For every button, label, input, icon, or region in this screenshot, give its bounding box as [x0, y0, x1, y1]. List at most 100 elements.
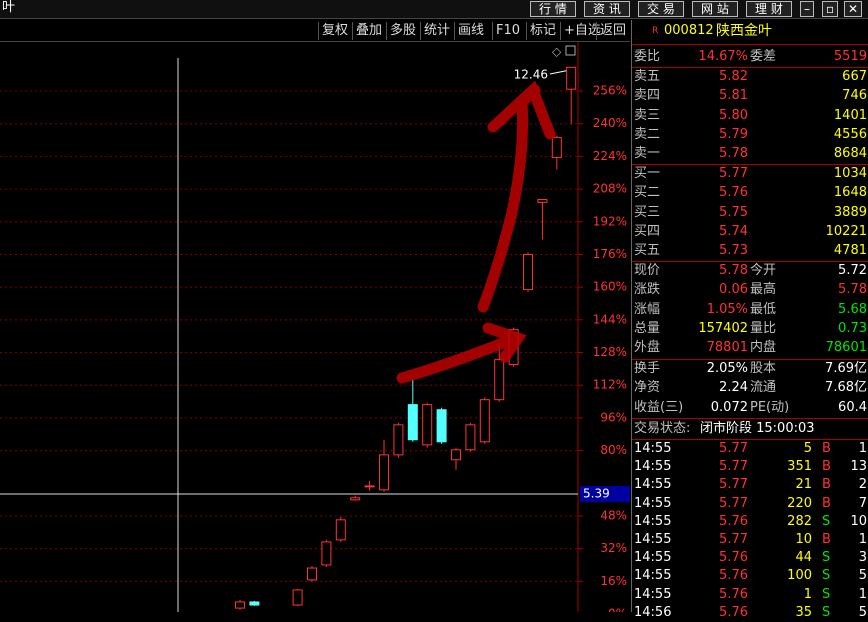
fin-value: 60.4 [838, 399, 867, 415]
minimize[interactable]: – [800, 1, 814, 17]
toolbar-button[interactable]: 统计 [420, 22, 453, 40]
toolbar-button[interactable]: 返回 [596, 22, 629, 40]
toolbar-button[interactable]: 标记 [526, 22, 559, 40]
tick-side: B [822, 495, 831, 511]
y-tick-label: 160% [593, 280, 627, 294]
crosshair-label: 5.39 [583, 487, 610, 501]
book-label: 卖二 [634, 126, 661, 142]
menu-button[interactable]: 行 情 [530, 1, 576, 17]
book-label: 卖三 [634, 107, 661, 123]
book-price: 5.73 [719, 243, 748, 259]
tick-price: 5.77 [719, 459, 748, 475]
toolbar-button[interactable]: 多股 [386, 22, 419, 40]
y-tick-label: 256% [593, 84, 627, 98]
tick-count: 5 [858, 604, 867, 620]
tick-volume: 1 [803, 586, 812, 602]
icon[interactable]: ◇ [552, 45, 562, 59]
tick-count: 1 [858, 441, 867, 456]
label: 委差 [750, 49, 777, 64]
book-volume: 1034 [833, 166, 867, 181]
y-tick-label: 16% [600, 574, 627, 588]
tick-price: 5.77 [719, 477, 748, 493]
stat-value: 0.06 [719, 282, 748, 298]
stat-value: 0.73 [838, 320, 867, 336]
candle-body [479, 399, 490, 443]
separator [632, 359, 868, 360]
book-label: 买一 [634, 166, 661, 181]
value: 5519 [833, 49, 867, 64]
title-bar: 叶 行 情资 讯交 易网 站理 财 – ▫ ✕ [0, 0, 868, 19]
tick-side: S [822, 604, 831, 620]
status-label: 交易状态: [634, 421, 691, 436]
book-label: 买四 [634, 223, 661, 239]
menu-button[interactable]: 交 易 [638, 1, 684, 17]
toolbar-button[interactable]: +自选 [560, 22, 604, 40]
toolbar-button[interactable]: 画线 [454, 22, 487, 40]
stat-label: 涨跌 [634, 282, 661, 298]
icon[interactable] [565, 45, 576, 56]
book-volume: 10221 [825, 223, 867, 239]
tick-price: 5.77 [719, 441, 748, 456]
toolbar-button[interactable]: 复权 [318, 22, 351, 40]
tick-time: 14:55 [634, 550, 672, 566]
candle-body [379, 454, 389, 491]
tick-time: 14:55 [634, 459, 672, 475]
menu-button[interactable]: 资 讯 [584, 1, 630, 17]
annotation: 12.46 [514, 68, 548, 82]
tick-price: 5.76 [719, 550, 748, 566]
menu-button[interactable]: 网 站 [692, 1, 738, 17]
book-volume: 4781 [833, 243, 867, 259]
book-volume: 1401 [833, 107, 867, 123]
y-tick-label: 112% [593, 378, 627, 392]
candle-body [494, 359, 505, 401]
fin-label: 收益(三) [634, 399, 684, 415]
book-price: 5.78 [719, 146, 748, 162]
y-tick-label: 240% [593, 116, 627, 130]
toolbar-button[interactable]: 叠加 [352, 22, 385, 40]
crosshair-box [580, 486, 630, 502]
book-label: 卖一 [634, 146, 661, 162]
book-label: 卖五 [634, 69, 661, 84]
separator [632, 164, 868, 165]
book-volume: 667 [842, 69, 867, 84]
y-tick-label: 0% [608, 607, 627, 613]
candle-body [407, 404, 418, 441]
tick-count: 7 [858, 495, 867, 511]
toolbar: 复权 叠加 多股 统计 画线 F10 标记 +自选 返回 [0, 20, 630, 42]
tick-side: S [822, 568, 831, 584]
stat-label: 现价 [634, 263, 661, 278]
book-label: 卖四 [634, 88, 661, 104]
y-tick-label: 144% [593, 312, 627, 326]
book-volume: 8684 [833, 146, 867, 162]
tick-count: 13 [850, 459, 867, 475]
book-volume: 746 [842, 88, 867, 104]
tick-price: 5.76 [719, 513, 748, 529]
label: 委比 [634, 49, 661, 64]
y-tick-label: 80% [600, 443, 627, 457]
book-volume: 3889 [833, 204, 867, 220]
tick-volume: 21 [795, 477, 812, 493]
arrow-head [482, 322, 527, 363]
candle-body [537, 199, 548, 203]
tick-time: 14:55 [634, 495, 672, 511]
tick-volume: 220 [787, 495, 812, 511]
toolbar-button[interactable]: F10 [492, 22, 523, 40]
menu-button[interactable]: 理 财 [746, 1, 792, 17]
tick-time: 14:55 [634, 513, 672, 529]
stat-value: 78801 [706, 340, 748, 356]
restore[interactable]: ▫ [822, 1, 839, 17]
book-price: 5.80 [719, 107, 748, 123]
separator [632, 44, 868, 45]
tick-count: 1 [858, 586, 867, 602]
tick-time: 14:55 [634, 586, 672, 602]
fin-value: 0.072 [710, 399, 748, 415]
separator [632, 418, 868, 419]
tick-count: 3 [858, 550, 867, 566]
arrow-head [487, 80, 556, 140]
candle-body [235, 601, 245, 609]
close[interactable]: ✕ [844, 1, 863, 17]
candle-body [321, 541, 332, 566]
tick-price: 5.77 [719, 532, 748, 547]
book-price: 5.76 [719, 185, 748, 201]
candle-body [307, 567, 317, 581]
